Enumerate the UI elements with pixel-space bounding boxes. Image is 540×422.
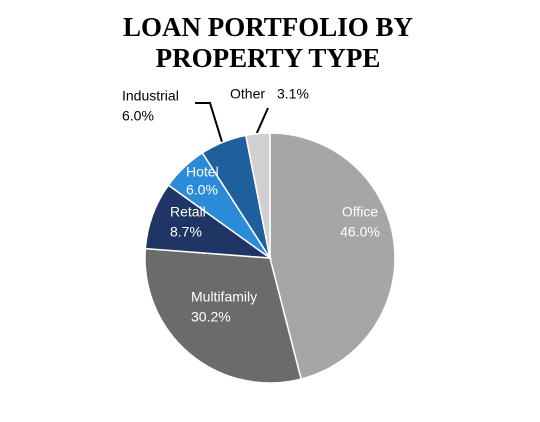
pie-slice	[144, 247, 302, 384]
slice-label: Retail	[170, 204, 206, 220]
slice-label: Other	[230, 86, 265, 102]
pie-slice	[269, 132, 396, 380]
slice-label: Office	[342, 204, 379, 220]
slice-label: Industrial	[122, 88, 179, 104]
value-label: 8.7%	[170, 224, 202, 240]
value-label: 46.0%	[340, 224, 380, 240]
pie-slice	[244, 132, 271, 259]
leader-line	[255, 107, 269, 136]
value-label: 3.1%	[277, 86, 309, 102]
value-label: 6.0%	[122, 108, 154, 124]
value-label: 6.0%	[186, 182, 218, 198]
value-label: 30.2%	[191, 309, 231, 325]
chart-title: LOAN PORTFOLIO BY PROPERTY TYPE	[122, 12, 414, 73]
leader-line	[195, 102, 223, 143]
slice-label: Hotel	[186, 164, 219, 180]
slice-label: Multifamily	[191, 289, 257, 305]
